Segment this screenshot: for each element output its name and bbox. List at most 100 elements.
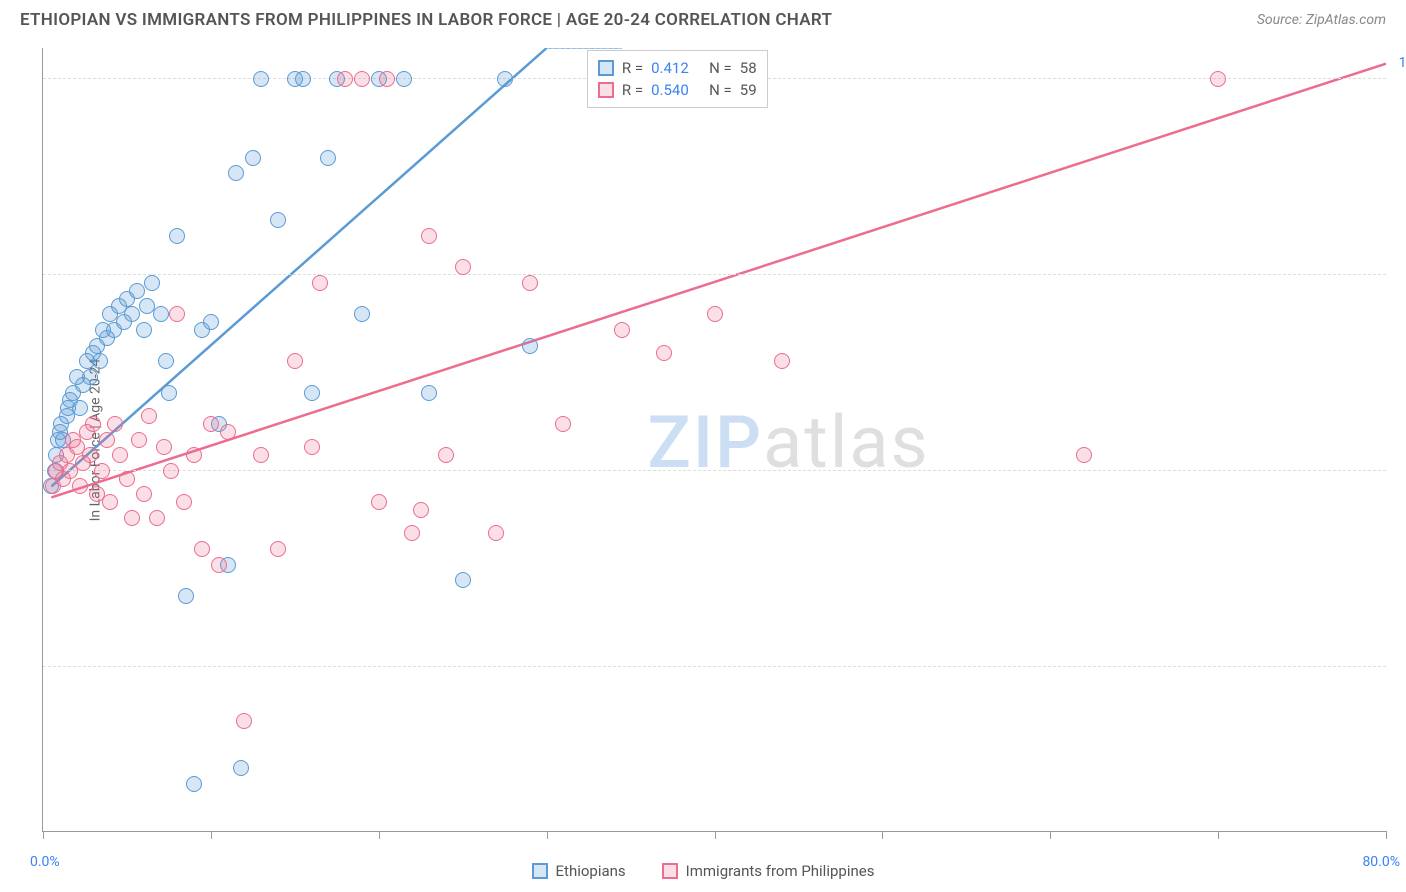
legend-r-label: R = bbox=[622, 57, 643, 79]
correlation-legend: R = 0.412 N = 58R = 0.540 N = 59 bbox=[587, 50, 768, 108]
data-point bbox=[371, 494, 387, 510]
data-point bbox=[169, 228, 185, 244]
data-point bbox=[555, 416, 571, 432]
x-tick bbox=[882, 831, 883, 839]
data-point bbox=[774, 353, 790, 369]
legend-label: Immigrants from Philippines bbox=[686, 862, 875, 880]
data-point bbox=[354, 306, 370, 322]
data-point bbox=[153, 306, 169, 322]
legend-n-value: 59 bbox=[740, 79, 757, 101]
data-point bbox=[304, 439, 320, 455]
data-point bbox=[131, 432, 147, 448]
legend-label: Ethiopians bbox=[556, 862, 626, 880]
data-point bbox=[194, 541, 210, 557]
data-point bbox=[455, 259, 471, 275]
scatter-plot: 62.5%75.0%87.5%100.0%ZIPatlasR =0.412N =… bbox=[42, 48, 1386, 832]
data-point bbox=[158, 353, 174, 369]
legend-row: R = 0.540 N = 59 bbox=[598, 79, 757, 101]
data-point bbox=[379, 71, 395, 87]
data-point bbox=[92, 353, 108, 369]
data-point bbox=[236, 713, 252, 729]
data-point bbox=[72, 478, 88, 494]
data-point bbox=[270, 541, 286, 557]
data-point bbox=[203, 416, 219, 432]
gridline bbox=[43, 666, 1386, 667]
x-tick bbox=[379, 831, 380, 839]
data-point bbox=[178, 588, 194, 604]
data-point bbox=[228, 165, 244, 181]
x-tick bbox=[1050, 831, 1051, 839]
data-point bbox=[1210, 71, 1226, 87]
legend-n-label: N = bbox=[709, 79, 732, 101]
data-point bbox=[112, 447, 128, 463]
data-point bbox=[211, 557, 227, 573]
data-point bbox=[320, 150, 336, 166]
data-point bbox=[186, 776, 202, 792]
data-point bbox=[497, 71, 513, 87]
x-tick bbox=[715, 831, 716, 839]
x-tick bbox=[43, 831, 44, 839]
data-point bbox=[270, 212, 286, 228]
data-point bbox=[136, 486, 152, 502]
data-point bbox=[99, 432, 115, 448]
data-point bbox=[337, 71, 353, 87]
data-point bbox=[82, 447, 98, 463]
legend-row: R =0.412N =58 bbox=[598, 57, 757, 79]
gridline bbox=[43, 274, 1386, 275]
data-point bbox=[233, 760, 249, 776]
data-point bbox=[396, 71, 412, 87]
data-point bbox=[186, 447, 202, 463]
data-point bbox=[141, 408, 157, 424]
data-point bbox=[522, 275, 538, 291]
data-point bbox=[94, 463, 110, 479]
chart-source: Source: ZipAtlas.com bbox=[1257, 12, 1386, 28]
data-point bbox=[149, 510, 165, 526]
data-point bbox=[169, 306, 185, 322]
data-point bbox=[404, 525, 420, 541]
y-tick-label: 100.0% bbox=[1399, 55, 1406, 71]
chart-title: ETHIOPIAN VS IMMIGRANTS FROM PHILIPPINES… bbox=[20, 10, 832, 30]
data-point bbox=[304, 385, 320, 401]
legend-r-value: 0.540 bbox=[651, 79, 701, 101]
data-point bbox=[253, 447, 269, 463]
x-tick bbox=[1386, 831, 1387, 839]
data-point bbox=[119, 471, 135, 487]
legend-item: Immigrants from Philippines bbox=[662, 862, 875, 880]
data-point bbox=[72, 400, 88, 416]
legend-swatch bbox=[662, 863, 678, 879]
data-point bbox=[354, 71, 370, 87]
data-point bbox=[144, 275, 160, 291]
data-point bbox=[421, 228, 437, 244]
legend-bottom: Ethiopians Immigrants from Philippines bbox=[0, 862, 1406, 880]
data-point bbox=[203, 314, 219, 330]
data-point bbox=[413, 502, 429, 518]
data-point bbox=[82, 369, 98, 385]
data-point bbox=[107, 416, 123, 432]
legend-swatch bbox=[598, 60, 614, 76]
legend-swatch bbox=[532, 863, 548, 879]
data-point bbox=[1076, 447, 1092, 463]
data-point bbox=[136, 322, 152, 338]
data-point bbox=[129, 283, 145, 299]
data-point bbox=[176, 494, 192, 510]
x-tick bbox=[211, 831, 212, 839]
plot-area: In Labor Force | Age 20-24 62.5%75.0%87.… bbox=[42, 48, 1386, 832]
data-point bbox=[156, 439, 172, 455]
data-point bbox=[438, 447, 454, 463]
data-point bbox=[522, 338, 538, 354]
watermark: ZIPatlas bbox=[647, 400, 929, 485]
data-point bbox=[163, 463, 179, 479]
data-point bbox=[287, 353, 303, 369]
legend-n-value: 58 bbox=[740, 57, 757, 79]
legend-r-label: R = bbox=[622, 79, 643, 101]
x-tick bbox=[1218, 831, 1219, 839]
data-point bbox=[656, 345, 672, 361]
data-point bbox=[253, 71, 269, 87]
legend-r-value: 0.412 bbox=[651, 57, 701, 79]
chart-header: ETHIOPIAN VS IMMIGRANTS FROM PHILIPPINES… bbox=[0, 0, 1406, 36]
data-point bbox=[85, 416, 101, 432]
data-point bbox=[124, 510, 140, 526]
data-point bbox=[455, 572, 471, 588]
x-tick bbox=[547, 831, 548, 839]
data-point bbox=[488, 525, 504, 541]
